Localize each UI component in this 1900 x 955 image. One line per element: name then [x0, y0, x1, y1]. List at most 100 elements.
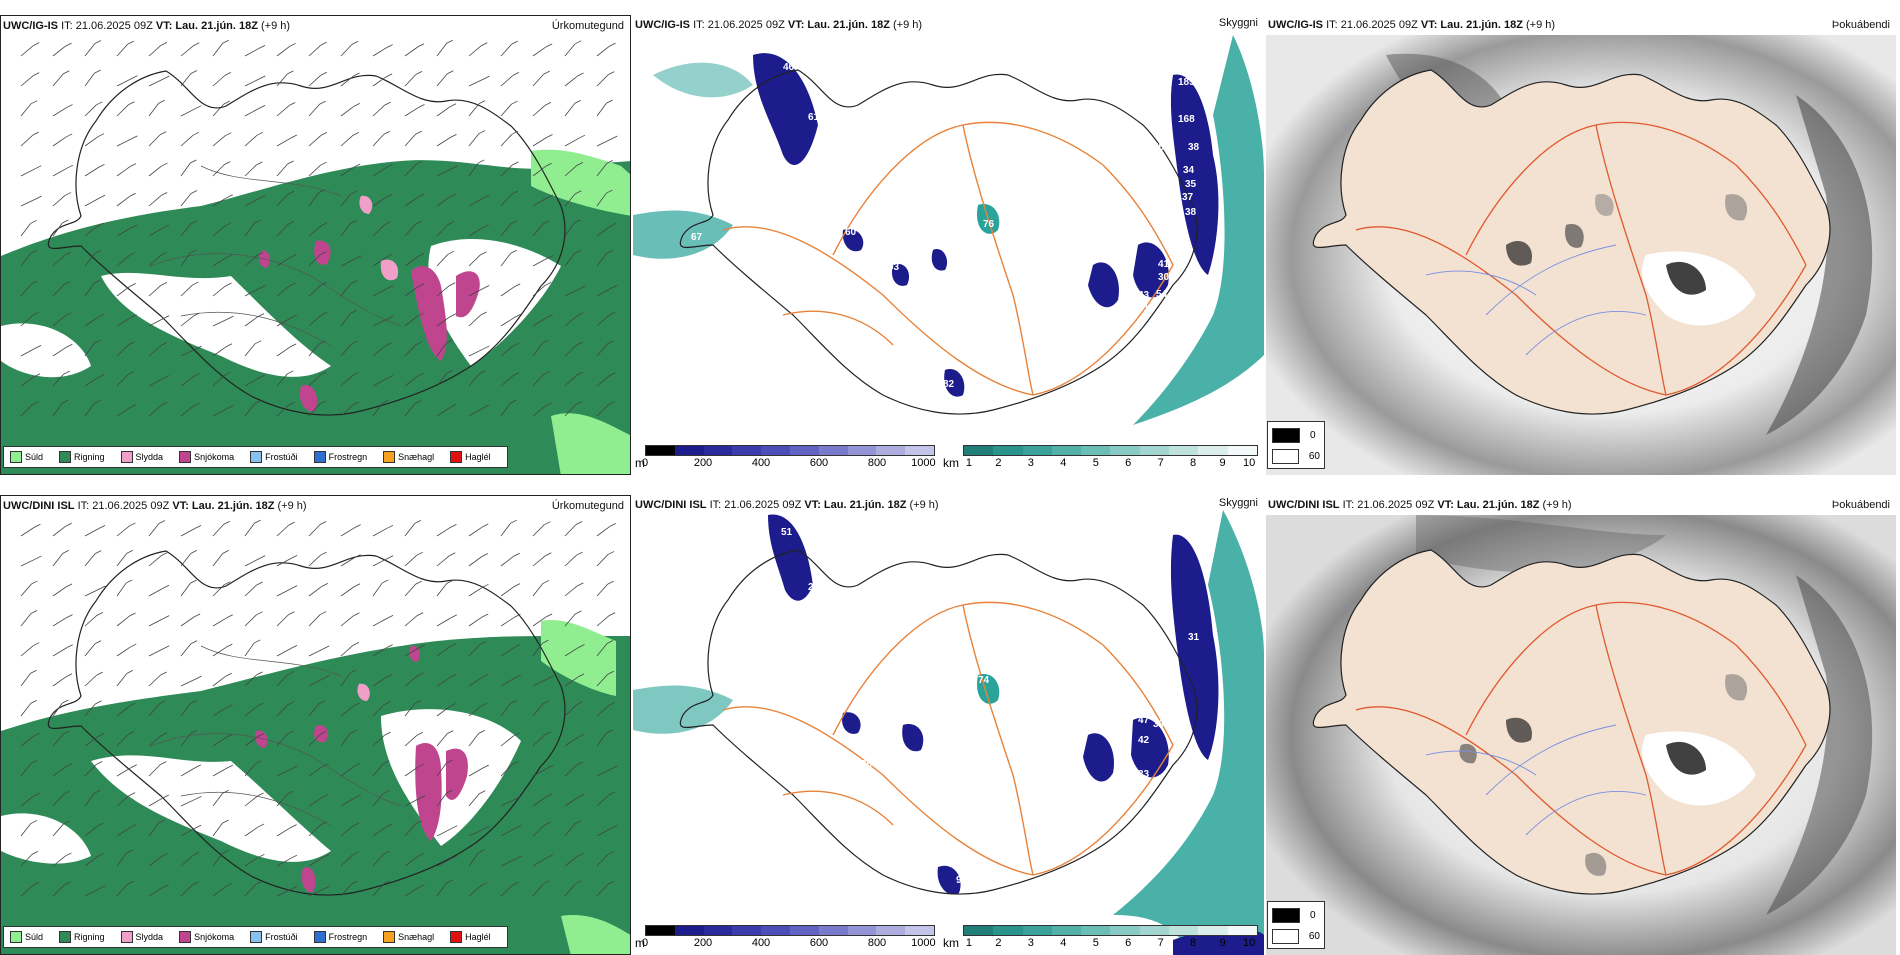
wind-barb-feather	[222, 789, 229, 794]
wind-barb-feather	[161, 552, 168, 556]
wind-barb-feather	[320, 371, 327, 376]
wind-barb-feather	[350, 280, 358, 284]
wind-barb-feather	[66, 164, 74, 169]
wind-barb	[20, 168, 36, 177]
wind-barb-feather	[606, 189, 613, 194]
wind-barb	[596, 883, 609, 897]
wind-barb	[20, 703, 32, 717]
wind-barb-feather	[98, 373, 105, 378]
wind-barb	[372, 647, 387, 657]
wind-barb-feather	[450, 133, 457, 138]
wind-barb	[52, 884, 65, 897]
wind-barb	[340, 615, 354, 627]
wind-barb-feather	[63, 370, 70, 375]
wind-barb-feather	[94, 339, 101, 344]
wind-barb-feather	[320, 251, 327, 256]
wind-barb-feather	[256, 671, 263, 676]
wind-barb-feather	[163, 645, 170, 650]
wind-barb-feather	[386, 163, 393, 168]
wind-barb-feather	[449, 282, 456, 287]
wind-barb	[308, 586, 323, 597]
wind-barb	[276, 674, 289, 687]
wind-barb-feather	[254, 519, 261, 524]
wind-barb-feather	[386, 44, 393, 48]
wind-barb-feather	[386, 253, 393, 258]
wind-barb-feather	[66, 644, 73, 649]
wind-barb	[20, 735, 34, 747]
wind-barb-feather	[415, 820, 422, 825]
wind-barb-feather	[610, 824, 618, 829]
wind-barb	[340, 557, 355, 567]
wind-barb-feather	[163, 615, 170, 619]
wind-barb-feather	[63, 70, 70, 75]
visibility-label: 38	[1188, 142, 1200, 153]
wind-barb-feather	[450, 523, 457, 528]
wind-barb-feather	[94, 789, 101, 794]
wind-barb	[372, 288, 388, 297]
wind-barb-feather	[543, 370, 550, 375]
wind-barb-feather	[257, 733, 265, 737]
wind-barb-feather	[160, 761, 167, 766]
wind-barb	[564, 855, 578, 867]
wind-barb-feather	[158, 99, 165, 104]
wind-barb	[52, 136, 67, 147]
wind-barb-feather	[606, 640, 614, 644]
wind-barb-feather	[65, 522, 72, 527]
wind-barb-feather	[415, 71, 423, 75]
wind-barb	[340, 825, 354, 837]
wind-barb-feather	[159, 700, 166, 705]
wind-barb	[84, 167, 99, 177]
wind-barb-feather	[446, 759, 453, 764]
wind-barb	[116, 255, 130, 267]
wind-barb	[308, 164, 321, 177]
wind-barb-feather	[160, 402, 168, 406]
wind-barb-feather	[65, 852, 72, 857]
wind-barb	[244, 255, 258, 267]
wind-barb	[84, 703, 96, 717]
wind-barb-feather	[162, 794, 170, 799]
visibility-scale-km: 1 2 3 4 5 6 7 8 9 10	[963, 925, 1258, 951]
wind-barb-feather	[94, 40, 102, 44]
wind-barb-feather	[94, 250, 102, 254]
wind-barb-feather	[479, 370, 486, 375]
wind-barb	[276, 317, 292, 327]
wind-barb-feather	[478, 130, 486, 134]
wind-barb-feather	[483, 825, 490, 830]
wind-barb-feather	[383, 850, 390, 855]
wind-barb-feather	[544, 282, 552, 286]
wind-barb-feather	[418, 795, 426, 799]
legend-item: Frostregn	[313, 451, 367, 463]
wind-barb-feather	[96, 611, 104, 616]
wind-barb-feather	[385, 73, 393, 78]
wind-barb-feather	[31, 580, 38, 585]
panel-title: Skyggni	[1218, 17, 1258, 29]
wind-barb	[532, 678, 548, 687]
wind-barb	[52, 284, 65, 297]
wind-barb-feather	[577, 852, 584, 857]
scale-unit-km: km	[943, 936, 959, 950]
wind-barb	[244, 584, 257, 597]
wind-barb-feather	[351, 41, 359, 45]
wind-barb	[20, 404, 33, 417]
wind-barb	[532, 734, 545, 747]
wind-barb	[116, 407, 131, 417]
visibility-label: 150	[1065, 337, 1082, 348]
wind-barb-feather	[130, 824, 137, 828]
wind-barb-feather	[418, 884, 425, 888]
wind-barb-feather	[34, 523, 41, 528]
wind-barb	[308, 766, 323, 777]
wind-barb-feather	[257, 313, 265, 317]
wind-barb	[564, 137, 580, 147]
wind-barb	[212, 617, 227, 627]
visibility-label: 34	[1183, 165, 1195, 176]
wind-barb-feather	[222, 39, 229, 44]
wind-barb	[564, 344, 577, 357]
wind-barb	[372, 704, 385, 717]
wind-barb	[212, 408, 228, 417]
wind-barb-feather	[287, 70, 294, 75]
visibility-label: 56	[1131, 107, 1143, 118]
wind-barb-feather	[95, 761, 103, 765]
wind-barb-feather	[482, 404, 490, 409]
wind-barb	[180, 193, 192, 207]
wind-barb	[532, 342, 543, 357]
